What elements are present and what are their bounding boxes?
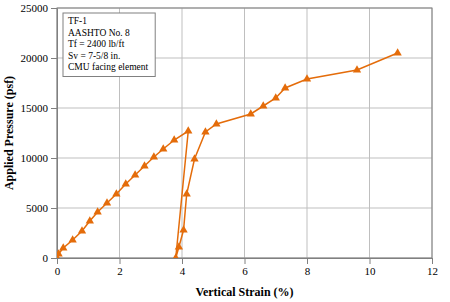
marker — [184, 126, 192, 133]
marker — [183, 189, 191, 196]
marker — [190, 154, 198, 161]
tick: 20000 — [21, 52, 58, 64]
grid-line-y — [57, 108, 432, 109]
tick-mark — [432, 258, 433, 264]
marker — [86, 216, 94, 223]
tick-mark — [120, 258, 121, 264]
tick-mark — [51, 8, 57, 9]
chart: 0 2 4 6 8 10 12 0 5000 10000 15000 20000 25000 TF-1 AA… — [0, 0, 450, 302]
tick: 4 — [180, 258, 186, 277]
tick: 12 — [427, 258, 438, 277]
annotation: CMU facing element — [68, 62, 149, 72]
marker — [179, 225, 187, 232]
tick-label: 8 — [305, 265, 311, 277]
tick-mark — [307, 258, 308, 264]
grid-line-x — [307, 8, 308, 258]
tick: 25000 — [21, 2, 58, 14]
tick-label: 0 — [55, 265, 61, 277]
marker — [247, 109, 255, 116]
tick-mark — [51, 58, 57, 59]
tick-mark — [57, 258, 58, 264]
tick-label: 6 — [242, 265, 248, 277]
grid-line-x — [369, 8, 370, 258]
tick-label: 4 — [180, 265, 186, 277]
x-axis-title: Vertical Strain (%) — [195, 285, 293, 299]
plot: 0 2 4 6 8 10 12 0 5000 10000 15000 20000 25000 TF-1 AA… — [21, 2, 439, 277]
tick-label: 2 — [117, 265, 123, 277]
tick-label: 5000 — [26, 202, 49, 214]
marker — [140, 161, 148, 168]
marker — [259, 101, 267, 108]
tick-mark — [182, 258, 183, 264]
marker — [393, 48, 401, 55]
marker — [68, 235, 76, 242]
tick-mark — [51, 258, 57, 259]
grid-line-y — [57, 208, 432, 209]
series-line — [57, 53, 398, 258]
tick: 6 — [242, 258, 248, 277]
marker — [93, 207, 101, 214]
tick: 15000 — [21, 102, 58, 114]
grid-line-x — [182, 8, 183, 258]
annotation: AASHTO No. 8 — [68, 28, 130, 38]
tick: 2 — [117, 258, 123, 277]
marker — [212, 119, 220, 126]
tick-label: 20000 — [21, 52, 49, 64]
marker — [131, 170, 139, 177]
marker — [170, 135, 178, 142]
x-axis: 0 2 4 6 8 10 12 — [55, 258, 438, 277]
marker — [303, 74, 311, 81]
tick-label: 10000 — [21, 152, 49, 164]
annotation: TF-1 — [68, 16, 87, 26]
tick: 0 — [43, 252, 58, 264]
marker — [172, 253, 180, 258]
plot-frame — [57, 8, 432, 258]
tick: 0 — [55, 258, 61, 277]
annotation-box: TF-1 AASHTO No. 8Tf = 2400 lb/ft Sv = 7-5/… — [63, 13, 155, 77]
tick-mark — [51, 108, 57, 109]
marker — [78, 226, 86, 233]
marker — [103, 198, 111, 205]
tick: 5000 — [26, 202, 57, 214]
grid-line-x — [244, 8, 245, 258]
tick-label: 12 — [427, 265, 438, 277]
grid — [57, 8, 432, 258]
marks — [57, 48, 402, 258]
tick-label: 25000 — [21, 2, 49, 14]
annotation: Tf = 2400 lb/ft — [68, 39, 125, 49]
marker — [112, 189, 120, 196]
chart-container: 0 2 4 6 8 10 12 0 5000 10000 15000 20000 25000 TF-1 AA… — [0, 0, 450, 302]
annotation: Sv = 7-5/8 in. — [68, 51, 120, 61]
tick: 8 — [305, 258, 311, 277]
y-axis: 0 5000 10000 15000 20000 25000 — [21, 2, 58, 264]
tick-mark — [370, 258, 371, 264]
grid-line-y — [57, 158, 432, 159]
marker — [122, 179, 130, 186]
marker — [175, 242, 183, 249]
tick-label: 15000 — [21, 102, 49, 114]
marker — [272, 93, 280, 100]
tick: 10000 — [21, 152, 58, 164]
marker — [353, 65, 361, 72]
tick-mark — [51, 158, 57, 159]
tick: 10 — [365, 258, 377, 277]
marker — [159, 144, 167, 151]
annotation-frame — [63, 13, 155, 77]
marker — [201, 127, 209, 134]
marker — [59, 243, 67, 250]
tick-label: 10 — [365, 265, 377, 277]
tick-label: 0 — [43, 252, 49, 264]
marker — [150, 152, 158, 159]
marker — [281, 83, 289, 90]
y-axis-title: Applied Pressure (psf) — [2, 76, 16, 190]
tick-mark — [245, 258, 246, 264]
tick-mark — [51, 208, 57, 209]
